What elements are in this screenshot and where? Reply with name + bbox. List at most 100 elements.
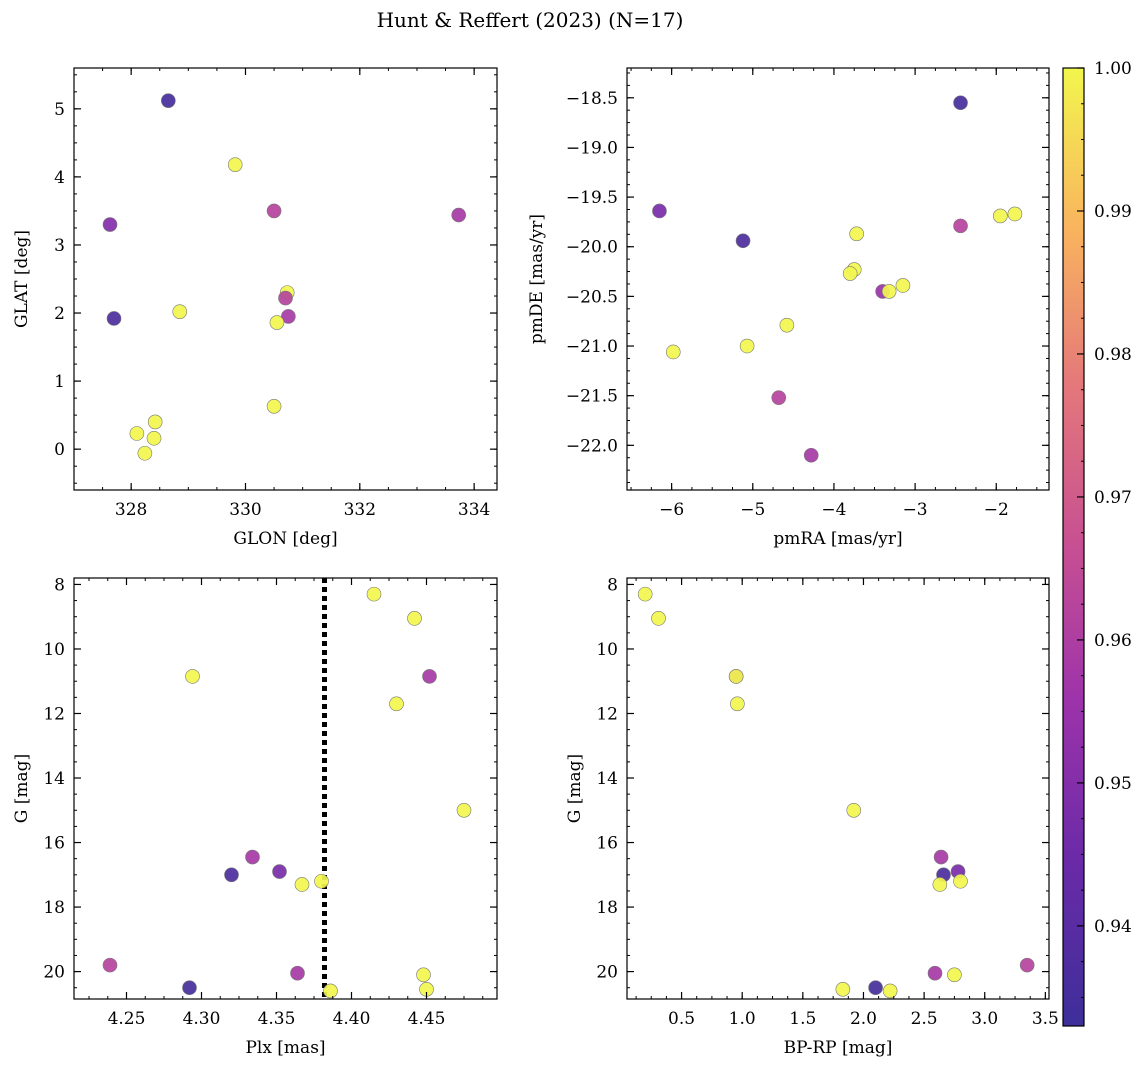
data-point [102, 217, 118, 232]
y-tick-label: −18.5 [566, 89, 618, 109]
data-point [182, 980, 197, 996]
data-point [294, 877, 310, 892]
y-tick-label: 18 [596, 898, 618, 918]
y-tick-label: −20.0 [566, 238, 618, 258]
y-tick-label: 20 [43, 963, 65, 983]
x-tick-label: 1.5 [789, 1009, 816, 1029]
plot-area [102, 93, 467, 461]
data-point [993, 208, 1008, 224]
colorbar-tick-label: 0.99 [1094, 202, 1132, 222]
x-tick-label: −2 [984, 500, 1009, 520]
x-axis-label: Plx [mas] [245, 1038, 325, 1058]
data-point [422, 669, 437, 684]
x-tick-label: 1.0 [729, 1009, 756, 1029]
data-point [290, 965, 305, 981]
data-point [147, 414, 163, 430]
data-point [185, 669, 200, 684]
x-tick-label: 4.25 [108, 1009, 146, 1029]
ticks [73, 68, 497, 490]
subplot-2: −6 −5 −4 −3 −2 −18.5 −19.0 −19.5 −20.0 −20.5 −21.0… [527, 67, 1050, 549]
data-point [739, 338, 755, 354]
data-point [927, 965, 943, 981]
y-axis-label: pmDE [mas/yr] [527, 214, 547, 344]
data-point [735, 233, 751, 249]
y-tick-label: 14 [43, 769, 65, 789]
y-tick-label: −22.0 [566, 436, 618, 456]
data-point [281, 309, 296, 324]
data-point [269, 315, 285, 330]
y-tick-label: 14 [596, 769, 618, 789]
plot-area [102, 578, 472, 999]
data-point [953, 873, 968, 889]
data-point [868, 980, 883, 996]
data-point [323, 983, 338, 999]
x-axis-label: pmRA [mas/yr] [773, 529, 902, 549]
y-tick-label: 18 [43, 898, 65, 918]
x-axis-label: GLON [deg] [233, 529, 337, 549]
x-tick-label: −6 [659, 500, 684, 520]
data-point [416, 967, 431, 983]
y-axis-label: GLAT [deg] [12, 230, 32, 328]
figure-title: Hunt & Reffert (2023) (N=17) [377, 8, 684, 32]
axes-frame [626, 577, 1050, 1000]
data-point [953, 218, 968, 234]
data-point [1019, 957, 1035, 973]
data-point [1007, 206, 1023, 222]
axes-frame [73, 577, 498, 1000]
y-tick-label: 1 [54, 372, 65, 392]
ticks [74, 578, 497, 999]
data-point [278, 290, 293, 306]
y-tick-label: 4 [54, 168, 65, 188]
colorbar-tick-label: 1.00 [1094, 59, 1132, 79]
data-point [849, 226, 864, 242]
y-tick-label: −21.5 [566, 387, 618, 407]
y-tick-label: −19.0 [566, 138, 618, 158]
data-point [730, 696, 745, 712]
colorbar-tick-label: 0.95 [1094, 774, 1132, 794]
x-tick-label: 3.5 [1032, 1009, 1059, 1029]
data-point [129, 426, 145, 441]
axes-frame [626, 67, 1050, 491]
data-point [771, 390, 787, 405]
colorbar-tick-label: 0.96 [1094, 631, 1132, 651]
data-point [227, 157, 243, 172]
data-point [637, 586, 653, 602]
data-point [882, 983, 898, 999]
data-point [266, 398, 282, 414]
x-tick-label: 332 [344, 500, 376, 520]
x-tick-label: 2.0 [850, 1009, 877, 1029]
x-axis-label: BP-RP [mag] [784, 1038, 893, 1058]
x-tick-label: 4.40 [333, 1009, 371, 1029]
ticks [627, 68, 1049, 490]
data-point [842, 266, 858, 281]
data-point [137, 445, 153, 461]
y-tick-label: 20 [596, 963, 618, 983]
x-tick-label: −3 [903, 500, 928, 520]
y-tick-label: 12 [596, 704, 618, 724]
data-point [947, 967, 962, 983]
colorbar-tick-label: 0.94 [1094, 917, 1132, 937]
data-point [272, 864, 287, 879]
x-tick-label: 328 [115, 500, 147, 520]
data-point [172, 304, 188, 319]
plot-area [652, 95, 1023, 463]
x-tick-label: −4 [821, 500, 846, 520]
y-axis-label: G [mag] [12, 754, 32, 823]
colorbar-gradient [1062, 67, 1085, 1027]
data-point [161, 93, 176, 108]
data-point [665, 344, 681, 360]
y-tick-label: −21.0 [566, 337, 618, 357]
data-point [728, 669, 744, 684]
y-tick-label: 3 [54, 236, 65, 256]
x-tick-label: 4.35 [258, 1009, 296, 1029]
data-point [366, 586, 382, 602]
subplot-1: 328 330 332 334 0 1 2 3 4 5 GLON [deg] GLAT [deg] [12, 67, 498, 549]
y-tick-label: 10 [43, 640, 65, 660]
data-point [102, 957, 118, 973]
y-tick-label: 16 [43, 834, 65, 854]
data-point [932, 877, 948, 892]
data-point [245, 849, 260, 865]
data-point [224, 867, 239, 883]
data-point [106, 311, 122, 326]
y-tick-label: 16 [596, 834, 618, 854]
